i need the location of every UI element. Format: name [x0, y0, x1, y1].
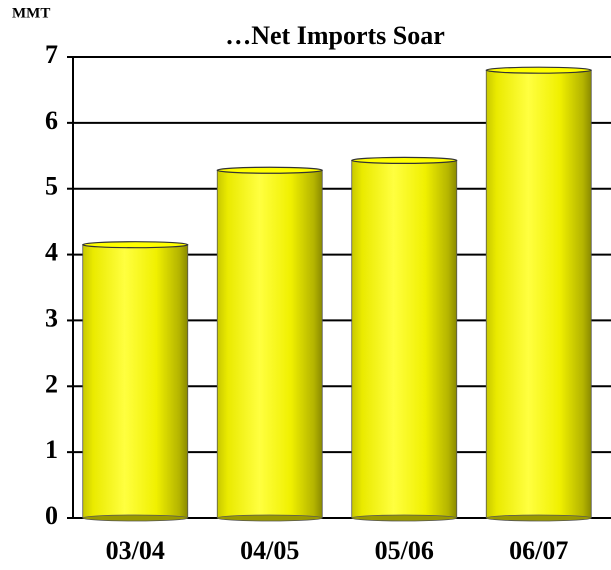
bar: [351, 156, 458, 522]
y-tick-label: 0: [45, 501, 58, 530]
y-tick-label: 3: [45, 303, 58, 332]
y-tick-label: 7: [45, 40, 58, 69]
bar: [485, 66, 592, 522]
x-tick-label: 06/07: [509, 536, 568, 565]
x-tick-label: 03/04: [106, 536, 165, 565]
y-tick-label: 4: [45, 238, 58, 267]
y-tick-label: 1: [45, 435, 58, 464]
y-axis-label: MMT: [12, 5, 50, 21]
y-tick-label: 5: [45, 172, 58, 201]
y-tick-label: 6: [45, 106, 58, 135]
chart-title: …Net Imports Soar: [225, 21, 445, 50]
x-tick-label: 05/06: [375, 536, 434, 565]
bar: [82, 241, 189, 522]
y-tick-label: 2: [45, 369, 58, 398]
x-tick-label: 04/05: [240, 536, 299, 565]
bar: [216, 166, 323, 522]
